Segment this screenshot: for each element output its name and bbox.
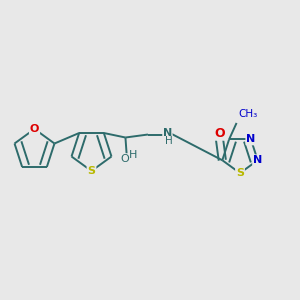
Text: O: O [214, 127, 225, 140]
Text: S: S [88, 166, 95, 176]
Text: S: S [236, 168, 244, 178]
Text: N: N [246, 134, 256, 145]
Text: O: O [30, 124, 39, 134]
Text: CH₃: CH₃ [238, 110, 257, 119]
Text: N: N [253, 155, 262, 165]
Text: H: H [165, 136, 173, 146]
Text: H: H [129, 150, 138, 160]
Text: O: O [120, 154, 129, 164]
Text: N: N [163, 128, 172, 138]
